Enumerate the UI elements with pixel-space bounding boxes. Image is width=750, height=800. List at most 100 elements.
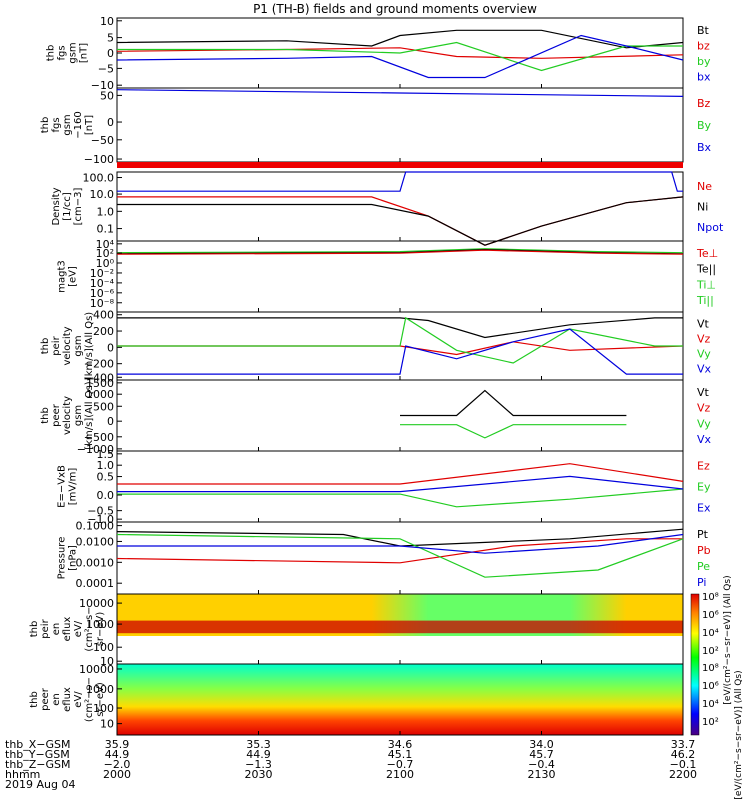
y-axis-label-line: gsm bbox=[73, 405, 84, 426]
y-axis-label-line: eflux bbox=[62, 617, 73, 642]
x-tick-label: 44.9 bbox=[105, 748, 130, 761]
y-tick-label: −1000 bbox=[77, 443, 114, 456]
y-tick-label: 1.0 bbox=[97, 459, 115, 472]
y-tick-label: 10⁰ bbox=[96, 257, 115, 270]
series-line-pb bbox=[116, 538, 683, 564]
series-line-npot bbox=[117, 171, 683, 192]
x-tick-label: 2000 bbox=[103, 768, 131, 781]
y-axis-label-line: [nT] bbox=[79, 43, 90, 63]
y-tick-label: −10 bbox=[91, 79, 114, 92]
y-tick-label: 1.0 bbox=[97, 205, 115, 218]
y-axis-label-line: thb bbox=[29, 621, 40, 638]
y-axis-label-line: thb bbox=[46, 45, 57, 62]
colorbar-tick-label: 10² bbox=[702, 646, 719, 657]
y-axis-label: Pressure [nPa] bbox=[57, 537, 79, 580]
y-tick-label: 0.0001 bbox=[76, 577, 115, 590]
y-tick-label: 10000 bbox=[79, 663, 114, 676]
legend-item-vy: Vy bbox=[697, 417, 711, 430]
y-tick-label: 50 bbox=[100, 89, 114, 102]
y-tick-label: 1000 bbox=[86, 683, 114, 696]
y-axis-label: E=−VxB [mV/m] bbox=[57, 465, 79, 508]
y-axis-label-line: peer bbox=[51, 403, 62, 427]
y-tick-label: 0.0010 bbox=[76, 556, 115, 569]
y-axis-label-line: −160 bbox=[73, 111, 84, 138]
series-line-ti bbox=[116, 248, 684, 254]
y-axis-label-line: velocity bbox=[62, 396, 73, 435]
y-axis-label-line: [cm−3] bbox=[73, 188, 84, 226]
x-tick-label: 35.9 bbox=[105, 738, 130, 751]
x-row-label: hhmm bbox=[5, 768, 40, 781]
x-row-label: thb_X−GSM bbox=[5, 738, 71, 751]
y-axis-label-line: eflux bbox=[62, 687, 73, 712]
figure-title: P1 (TH-B) fields and ground moments over… bbox=[253, 2, 537, 16]
legend-item-pb: Pb bbox=[697, 544, 711, 557]
series-line-vx bbox=[117, 328, 683, 375]
legend-item-ne: Ne bbox=[697, 180, 712, 193]
y-tick-label: −200 bbox=[84, 358, 114, 371]
y-axis-label-line: en bbox=[51, 623, 62, 636]
series-line-pe bbox=[116, 533, 684, 578]
colorbar-label: [eV/(cm²−s−sr−eV)] (All Qs) bbox=[734, 670, 744, 799]
y-axis-label-line: eV/ bbox=[73, 620, 84, 637]
series-line-pt bbox=[116, 528, 684, 547]
legend-item-ni: Ni bbox=[697, 201, 708, 214]
x-tick-label: −1.3 bbox=[245, 758, 272, 771]
y-tick-label: 100 bbox=[93, 702, 114, 715]
y-tick-label: 0.0 bbox=[97, 489, 115, 502]
y-axis-label-line: [1/cc] bbox=[62, 192, 73, 221]
y-axis-label-line: [nPa] bbox=[68, 545, 79, 571]
panel-7: 1.51.00.5 0.0 −0.5−1.0 E=−VxB [mV/m] Ez Ey Ex bbox=[57, 448, 711, 526]
x-tick-label: −2.0 bbox=[104, 758, 131, 771]
legend-item-ey: Ey bbox=[697, 481, 711, 494]
y-tick-label: 0 bbox=[107, 341, 114, 354]
legend-item-bz: bz bbox=[697, 39, 710, 52]
legend-item-bx: bx bbox=[697, 70, 711, 83]
y-tick-label: −400 bbox=[84, 371, 114, 384]
y-tick-label: 10.0 bbox=[90, 188, 115, 201]
y-axis-label-line: peer bbox=[40, 687, 51, 711]
series-line-ez bbox=[117, 463, 684, 485]
y-tick-label: −0.5 bbox=[87, 505, 114, 518]
colorbar-tick-label: 10⁸ bbox=[702, 663, 719, 674]
y-tick-label: 10 bbox=[100, 655, 114, 668]
colorbar-tick-label: 10⁶ bbox=[702, 681, 719, 692]
legend-item-ez: Ez bbox=[697, 460, 710, 473]
legend-item-ex: Ex bbox=[697, 502, 711, 515]
colorbar-tick-label: 10⁴ bbox=[702, 628, 719, 639]
legend-item-vt: Vt bbox=[697, 318, 710, 331]
x-tick-label: 2030 bbox=[245, 768, 273, 781]
y-tick-label: 0 bbox=[107, 415, 114, 428]
y-axis-label-line: [km/s](All Qs) bbox=[84, 312, 95, 380]
y-axis-label-line: eV/ bbox=[73, 691, 84, 708]
y-tick-label: 10⁻⁴ bbox=[90, 277, 115, 290]
y-axis-label-line: magt3 bbox=[57, 260, 68, 293]
y-tick-label: 10⁻⁶ bbox=[90, 287, 115, 300]
y-tick-label: 10 bbox=[100, 718, 114, 731]
x-tick-label: 35.3 bbox=[246, 738, 271, 751]
legend-item-bx: Bx bbox=[697, 141, 712, 154]
y-axis-label-line: Density bbox=[51, 187, 62, 225]
series-line-ey bbox=[117, 488, 684, 508]
legend-item-vt: Vt bbox=[697, 386, 710, 399]
y-axis-label-line: E=−VxB bbox=[57, 465, 68, 508]
x-tick-label: −0.4 bbox=[528, 758, 555, 771]
y-axis-label-line: (cm²−s− bbox=[84, 606, 95, 651]
y-tick-label: 10000 bbox=[79, 597, 114, 610]
y-axis-label-line: sr−eV) bbox=[95, 612, 106, 647]
y-tick-label: 0.1000 bbox=[76, 520, 115, 533]
y-tick-label: 100 bbox=[93, 641, 114, 654]
y-axis-label-line: peir bbox=[51, 335, 62, 355]
legend-item-vy: Vy bbox=[697, 348, 711, 361]
y-axis-label-line: velocity bbox=[62, 326, 73, 365]
y-tick-label: 0.0100 bbox=[76, 535, 115, 548]
y-axis-label-line: thb bbox=[40, 117, 51, 134]
legend-item-ti: Ti⊥ bbox=[696, 278, 716, 291]
y-tick-label: −100 bbox=[84, 153, 114, 166]
panel-3: 100.0 10.0 1.0 0.1 Density [1/cc] [cm−3] Ne Ni Np… bbox=[51, 171, 724, 246]
legend-item-vz: Vz bbox=[697, 402, 711, 415]
colorbar-tick-label: 10² bbox=[702, 717, 719, 728]
legend-item-npot: Npot bbox=[697, 221, 724, 234]
y-axis-label: thb fgs gsm [nT] bbox=[46, 42, 90, 63]
